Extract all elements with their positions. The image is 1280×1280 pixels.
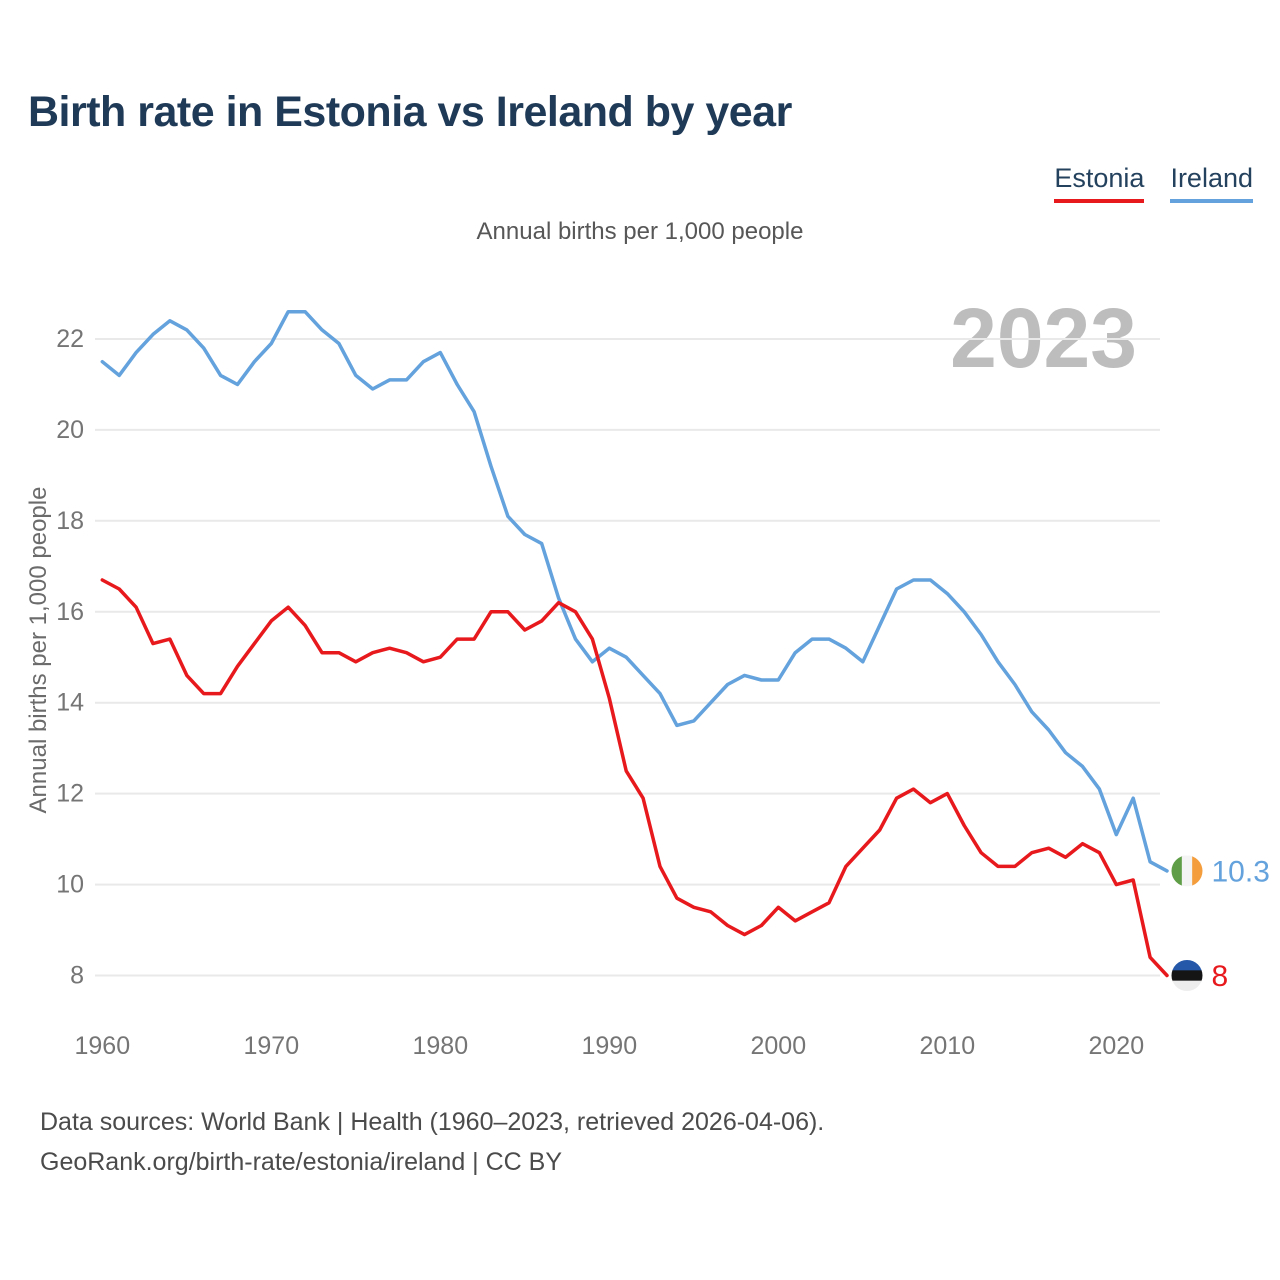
legend-item-ireland[interactable]: Ireland [1170, 163, 1253, 203]
footer: Data sources: World Bank | Health (1960–… [40, 1102, 824, 1182]
x-tick-label: 2010 [919, 1032, 975, 1060]
y-tick-label: 10 [56, 871, 84, 899]
ireland-end-value: 10.3 [1212, 855, 1270, 888]
x-tick-label: 1990 [581, 1032, 637, 1060]
x-tick-label: 1980 [412, 1032, 468, 1060]
y-tick-label: 14 [56, 689, 84, 717]
y-tick-label: 20 [56, 416, 84, 444]
footer-sources: Data sources: World Bank | Health (1960–… [40, 1108, 825, 1136]
series-line-ireland [100, 309, 1169, 873]
legend: Estonia Ireland [1054, 163, 1253, 203]
y-tick-label: 16 [56, 598, 84, 626]
x-tick-label: 1970 [243, 1032, 299, 1060]
chart-subtitle: Annual births per 1,000 people [476, 218, 804, 245]
x-tick-label: 2000 [750, 1032, 806, 1060]
x-tick-label: 2020 [1088, 1032, 1144, 1060]
footer-attribution: GeoRank.org/birth-rate/estonia/ireland |… [40, 1148, 563, 1176]
series-line-estonia [100, 578, 1169, 978]
y-tick-label: 18 [56, 507, 84, 535]
estonia-end-value: 8 [1212, 960, 1229, 993]
legend-item-estonia[interactable]: Estonia [1054, 163, 1145, 203]
ireland-flag-icon [1171, 855, 1203, 887]
y-tick-label: 8 [70, 962, 84, 990]
y-tick-label: 12 [56, 780, 84, 808]
y-tick-label: 22 [56, 325, 84, 353]
page-title: Birth rate in Estonia vs Ireland by year [28, 88, 792, 136]
x-tick-label: 1960 [74, 1032, 130, 1060]
estonia-flag-icon [1171, 960, 1203, 991]
